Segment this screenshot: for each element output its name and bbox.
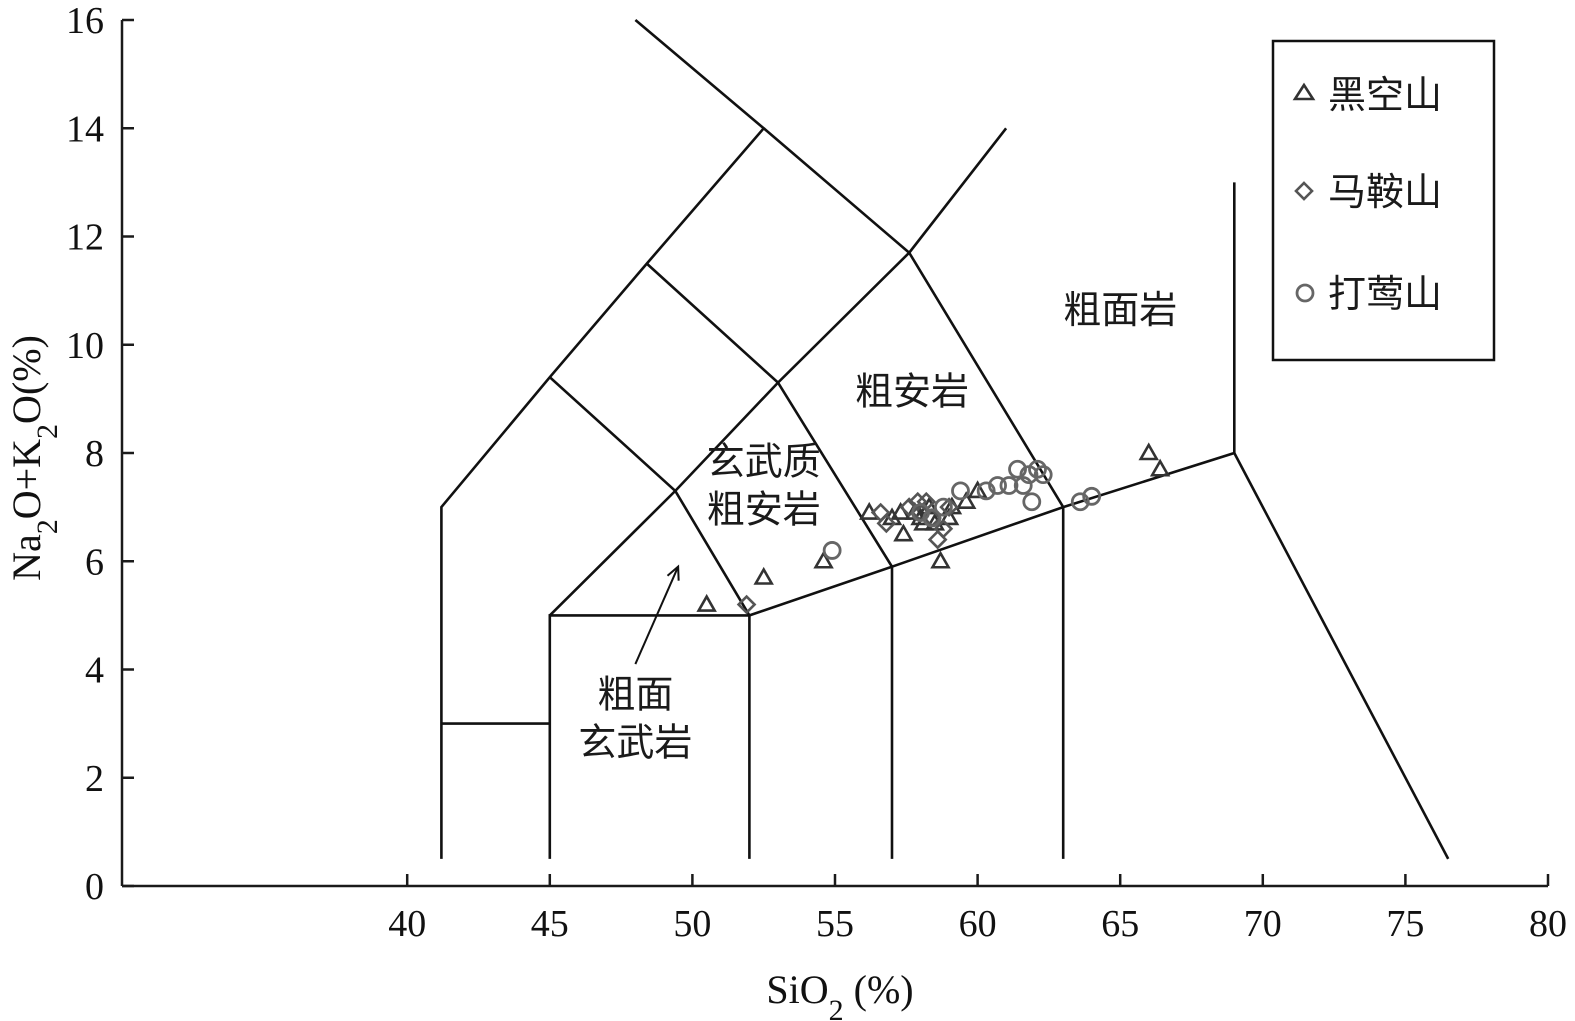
field-label-line: 粗面岩	[1063, 288, 1177, 332]
field-label-3: 粗面岩	[1063, 288, 1177, 332]
y-tick-label-14: 14	[66, 108, 104, 150]
x-tick-label-50: 50	[673, 903, 711, 945]
y-tick-label-0: 0	[85, 866, 104, 908]
x-tick-label-60: 60	[959, 903, 997, 945]
diamond-icon	[1294, 181, 1314, 201]
field-label-line: 玄武岩	[578, 720, 692, 764]
y-tick-label-10: 10	[66, 325, 104, 367]
point-s3-8	[999, 476, 1019, 495]
point-s2-11	[939, 497, 959, 517]
point-s3-14	[1033, 465, 1053, 485]
field-label-line: 玄武质	[707, 440, 821, 484]
point-s3-7	[988, 476, 1007, 495]
point-s3-12	[1022, 492, 1042, 512]
point-s1-18	[1138, 442, 1159, 461]
y-axis-title-sub: 2	[31, 424, 64, 439]
y-axis-title-part: O+K	[4, 439, 49, 519]
point-s2-4	[899, 497, 919, 517]
arrow-shaft	[634, 566, 680, 665]
point-s1-3	[813, 550, 834, 569]
field-label-2: 粗安岩	[855, 369, 969, 413]
point-s3-3	[922, 508, 942, 528]
point-s2-1	[736, 594, 757, 615]
y-tick-label-4: 4	[85, 650, 104, 692]
field-label-1: 玄武质粗安岩	[707, 440, 821, 532]
x-axis-title-sub: 2	[829, 994, 844, 1021]
point-s2-7	[916, 491, 937, 512]
y-axis-title-part: Na	[4, 534, 49, 581]
x-tick-label-75: 75	[1386, 903, 1424, 945]
legend-label-3: 打莺山	[1328, 272, 1442, 316]
y-tick-label-16: 16	[66, 0, 104, 42]
field-label-line: 粗安岩	[855, 369, 969, 413]
point-s3-13	[1028, 459, 1047, 479]
x-tick-label-65: 65	[1101, 903, 1139, 945]
point-s1-1	[696, 593, 717, 612]
field-label-line: 粗安岩	[707, 488, 821, 532]
field-boundaries	[440, 19, 1450, 860]
field-label-4: 粗面玄武岩	[578, 672, 692, 764]
point-s2-3	[876, 513, 897, 534]
point-s3-10	[1013, 476, 1033, 495]
y-tick-label-12: 12	[66, 217, 104, 259]
field-boundary-9	[548, 376, 751, 617]
x-tick-label-70: 70	[1244, 903, 1282, 945]
field-boundary-10	[645, 262, 894, 568]
x-axis-title: SiO2 (%)	[766, 967, 913, 1021]
point-s1-17	[967, 480, 988, 499]
field-boundary-7	[1233, 452, 1450, 860]
y-tick-label-2: 2	[85, 758, 104, 800]
y-axis-title: Na2O+K2O(%)	[4, 335, 64, 581]
x-axis-title-main: SiO	[766, 967, 828, 1012]
y-tick-label-6: 6	[85, 541, 104, 583]
point-s3-2	[911, 503, 930, 522]
y-tick-label-8: 8	[85, 433, 104, 475]
point-s2-5	[907, 491, 928, 512]
point-s2-9	[927, 529, 948, 550]
legend-item-2: 马鞍山	[1294, 170, 1442, 214]
point-s3-9	[1008, 459, 1027, 479]
point-s1-7	[893, 523, 914, 542]
x-tick-label-55: 55	[816, 903, 854, 945]
x-tick-label-45: 45	[531, 903, 569, 945]
field-boundary-11	[762, 127, 1065, 508]
point-s2-10	[933, 518, 954, 539]
legend-label-1: 黑空山	[1328, 73, 1442, 117]
circle-icon	[1295, 283, 1315, 303]
x-tick-label-40: 40	[388, 903, 426, 945]
field-label-line: 粗面	[597, 672, 673, 716]
point-s3-6	[976, 481, 996, 501]
point-s1-16	[955, 491, 977, 510]
legend-label-2: 马鞍山	[1328, 170, 1442, 214]
legend-item-3: 打莺山	[1295, 272, 1442, 316]
x-tick-label-80: 80	[1529, 903, 1567, 945]
point-s3-5	[951, 481, 970, 501]
y-axis-title-sub: 2	[31, 519, 64, 534]
point-s3-1	[822, 541, 842, 560]
point-s1-14	[938, 507, 960, 526]
point-s3-4	[933, 497, 953, 517]
x-axis-title-tail: (%)	[844, 967, 914, 1012]
point-s3-16	[1082, 486, 1102, 506]
point-s1-2	[753, 566, 774, 585]
arrow-head-icon	[666, 564, 680, 581]
triangle-icon	[1292, 82, 1316, 101]
point-s3-15	[1070, 492, 1090, 512]
point-s1-13	[930, 550, 951, 569]
y-axis-title-part: O(%)	[4, 335, 49, 424]
point-s1-19	[1149, 458, 1171, 477]
annotation-arrow	[634, 564, 680, 665]
field-boundary-1	[440, 19, 766, 859]
data-points	[696, 442, 1171, 615]
legend: 黑空山 马鞍山 打莺山	[1271, 39, 1496, 362]
legend-item-1: 黑空山	[1292, 73, 1442, 117]
